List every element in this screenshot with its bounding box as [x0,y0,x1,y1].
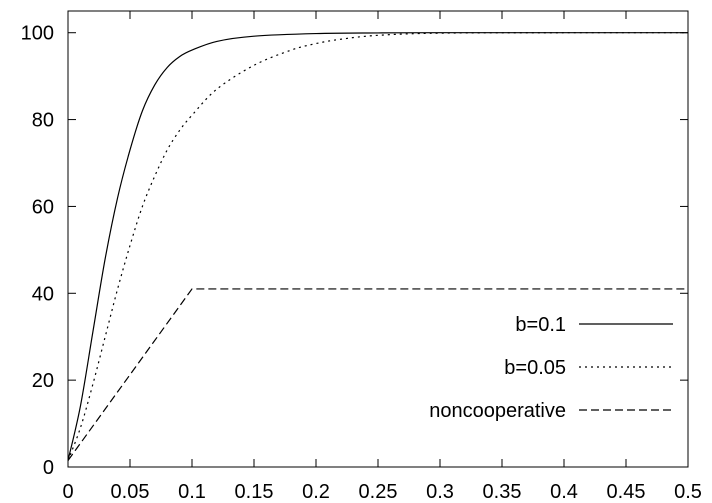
series-lines [67,32,689,461]
x-tick-label: 0.5 [674,481,702,503]
legend-label-1: b=0.05 [504,357,566,379]
x-tick-label: 0.3 [426,481,454,503]
y-tick-label: 20 [32,370,54,392]
x-tick-label: 0.4 [550,481,578,503]
x-tick-label: 0.05 [111,481,150,503]
legend: b=0.1 b=0.05 noncooperative [429,314,673,422]
y-tick-label: 100 [21,23,54,45]
x-tick-label: 0.2 [302,481,330,503]
legend-label-2: noncooperative [429,400,566,422]
y-tick-label: 60 [32,196,54,218]
y-tick-label: 40 [32,283,54,305]
y-tick-label: 80 [32,110,54,132]
series-line-2 [67,288,688,461]
x-tick-label: 0.15 [235,481,274,503]
x-tick-label: 0 [62,481,73,503]
axes [67,10,689,468]
ticks: 0 0.05 0.1 0.15 0.2 0.25 0.3 0.35 0.4 0.45 0.5 0 20 4… [21,11,702,503]
plot-frame [67,10,689,468]
y-tick-label: 0 [43,457,54,479]
x-tick-label: 0.45 [607,481,646,503]
x-tick-label: 0.35 [483,481,522,503]
legend-label-0: b=0.1 [515,314,566,336]
series-line-1 [67,32,689,461]
x-tick-label: 0.25 [359,481,398,503]
x-tick-label: 0.1 [178,481,206,503]
series-line-0 [67,32,688,461]
